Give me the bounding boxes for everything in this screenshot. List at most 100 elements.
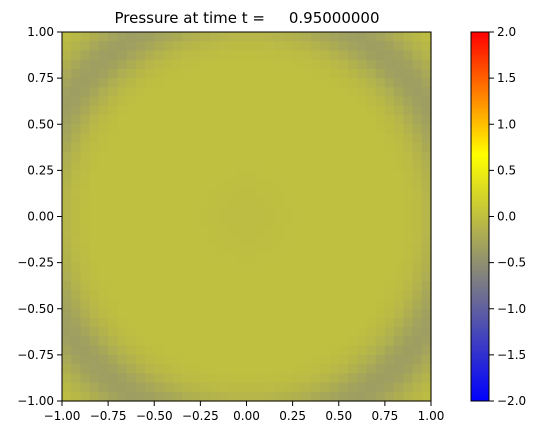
heatmap-cell [181, 308, 192, 319]
heatmap-cell [117, 207, 128, 218]
heatmap-cell [191, 96, 201, 107]
heatmap-cell [191, 87, 201, 98]
heatmap-cell [209, 179, 220, 190]
heatmap-cell [301, 281, 312, 291]
heatmap-cell [264, 188, 275, 199]
heatmap-cell [320, 234, 331, 245]
heatmap-cell [274, 299, 284, 310]
heatmap-cell [200, 179, 211, 190]
heatmap-cell [357, 68, 368, 79]
heatmap-cell [255, 105, 266, 116]
heatmap-cell [126, 354, 137, 365]
heatmap-cell [237, 281, 248, 291]
heatmap-cell [264, 253, 275, 264]
heatmap-cell [181, 198, 192, 208]
heatmap-cell [366, 373, 377, 384]
heatmap-cell [126, 281, 137, 291]
heatmap-cell [357, 317, 368, 328]
heatmap-cell [71, 317, 82, 328]
heatmap-cell [301, 336, 312, 347]
heatmap-cell [264, 308, 275, 319]
heatmap-cell [126, 198, 137, 208]
heatmap-cell [329, 299, 340, 310]
x-tick-label: 0.25 [279, 409, 306, 423]
heatmap-cell [145, 364, 155, 374]
heatmap-cell [246, 336, 257, 347]
heatmap-cell [62, 41, 72, 52]
heatmap-cell [403, 59, 414, 70]
heatmap-cell [421, 354, 432, 365]
heatmap-cell [311, 225, 321, 236]
heatmap-cell [89, 290, 100, 301]
heatmap-cell [375, 170, 386, 181]
heatmap-cell [412, 50, 423, 61]
heatmap-cell [283, 105, 294, 116]
heatmap-cell [301, 151, 312, 162]
heatmap-cell [98, 308, 109, 319]
heatmap-cell [283, 336, 294, 347]
heatmap-cell [135, 161, 146, 171]
heatmap-cell [163, 78, 174, 88]
heatmap-cell [421, 225, 432, 236]
heatmap-cell [375, 50, 386, 61]
heatmap-cell [200, 59, 211, 70]
heatmap-cell [145, 133, 155, 144]
heatmap-cell [200, 151, 211, 162]
heatmap-cell [145, 68, 155, 79]
heatmap-cell [172, 207, 183, 218]
heatmap-cell [228, 32, 238, 42]
heatmap-cell [366, 105, 377, 116]
heatmap-cell [71, 188, 82, 199]
heatmap-cell [311, 133, 321, 144]
heatmap-cell [218, 364, 229, 374]
heatmap-cell [384, 290, 395, 301]
heatmap-cell [181, 207, 192, 218]
heatmap-cell [62, 382, 72, 393]
heatmap-cell [237, 124, 248, 135]
heatmap-cell [191, 234, 201, 245]
heatmap-cell [228, 59, 238, 70]
heatmap-cell [246, 179, 257, 190]
heatmap-cell [255, 179, 266, 190]
heatmap-cell [347, 207, 358, 218]
heatmap-cell [209, 124, 220, 135]
heatmap-cell [421, 327, 432, 338]
heatmap-cell [264, 50, 275, 61]
heatmap-cell [172, 198, 183, 208]
heatmap-cell [181, 87, 192, 98]
heatmap-cell [191, 188, 201, 199]
heatmap-cell [394, 373, 404, 384]
heatmap-cell [181, 253, 192, 264]
heatmap-cell [246, 133, 257, 144]
heatmap-cell [145, 124, 155, 135]
heatmap-cell [209, 281, 220, 291]
heatmap-cell [117, 133, 128, 144]
heatmap-cell [292, 115, 303, 125]
heatmap-cell [154, 216, 165, 227]
heatmap-cell [172, 225, 183, 236]
heatmap-cell [357, 87, 368, 98]
heatmap-cell [209, 345, 220, 356]
heatmap-cell [209, 133, 220, 144]
heatmap-cell [62, 262, 72, 273]
heatmap-cell [246, 198, 257, 208]
heatmap-cell [191, 161, 201, 171]
heatmap-cell [274, 142, 284, 153]
heatmap-cell [191, 179, 201, 190]
heatmap-cell [347, 198, 358, 208]
heatmap-cell [145, 78, 155, 88]
heatmap-cell [384, 87, 395, 98]
heatmap-cell [301, 382, 312, 393]
heatmap-cell [366, 391, 377, 402]
heatmap-cell [71, 382, 82, 393]
heatmap-cell [181, 142, 192, 153]
heatmap-cell [228, 142, 238, 153]
heatmap-cell [338, 50, 349, 61]
heatmap-cell [71, 262, 82, 273]
heatmap-cell [338, 244, 349, 254]
heatmap-cell [163, 41, 174, 52]
heatmap-cell [274, 327, 284, 338]
heatmap-cell [89, 336, 100, 347]
heatmap-cell [98, 32, 109, 42]
heatmap-cell [394, 281, 404, 291]
